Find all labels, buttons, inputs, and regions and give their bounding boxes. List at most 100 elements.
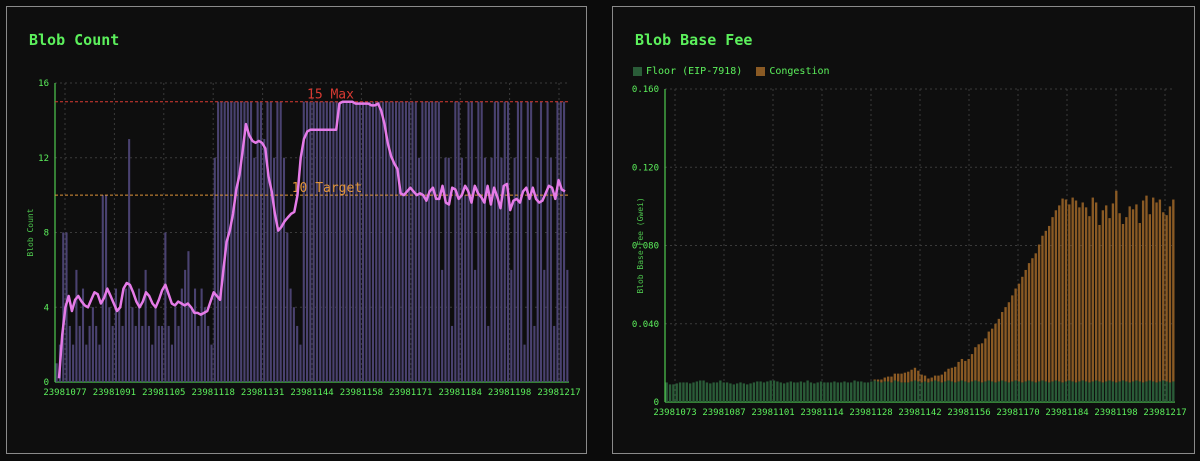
fee-floor-bar xyxy=(776,381,779,402)
fee-congestion-bar xyxy=(1162,212,1165,381)
fee-floor-bar xyxy=(1081,380,1084,402)
blob-count-bar xyxy=(381,101,384,382)
fee-floor-bar xyxy=(937,381,940,402)
fee-floor-bar xyxy=(856,381,860,402)
fee-congestion-bar xyxy=(900,373,903,383)
fee-floor-bar xyxy=(715,382,719,402)
fee-floor-bar xyxy=(786,382,789,402)
fee-floor-bar xyxy=(1034,382,1037,402)
fee-floor-bar xyxy=(1001,380,1004,402)
blob-count-bar xyxy=(437,101,440,382)
fee-floor-bar xyxy=(766,381,769,402)
fee-floor-bar xyxy=(796,382,799,402)
blob-count-bar xyxy=(549,157,552,382)
fee-floor-bar xyxy=(1125,381,1128,402)
count-y-tick-label: 0 xyxy=(44,378,49,388)
fee-floor-bar xyxy=(943,381,947,402)
fee-floor-bar xyxy=(990,381,994,402)
target-reference-label: 10 Target xyxy=(292,181,362,196)
fee-floor-bar xyxy=(870,381,873,402)
blob-count-bar xyxy=(134,325,137,382)
blob-count-bar xyxy=(55,363,58,382)
legend-swatch-floor xyxy=(633,67,642,76)
fee-floor-bar xyxy=(722,382,725,402)
fee-floor-bar xyxy=(920,382,923,402)
fee-floor-bar xyxy=(903,382,907,402)
blob-count-bar xyxy=(210,344,213,382)
fee-floor-bar xyxy=(873,380,876,402)
blob-count-bar xyxy=(233,101,236,382)
fee-congestion-bar xyxy=(1155,202,1158,383)
fee-congestion-bar xyxy=(970,354,974,382)
fee-congestion-bar xyxy=(1091,197,1094,382)
blob-count-bar xyxy=(236,101,239,382)
fee-congestion-bar xyxy=(886,376,890,382)
blob-count-bar xyxy=(503,101,506,382)
fee-floor-bar xyxy=(947,380,950,402)
blob-count-bar xyxy=(256,101,259,382)
blob-count-bar xyxy=(401,101,404,382)
blob-count-bar xyxy=(477,101,480,382)
legend-label-congestion: Congestion xyxy=(769,66,830,77)
fee-floor-bar xyxy=(850,382,853,402)
fee-congestion-bar xyxy=(930,377,933,382)
blob-count-bar xyxy=(177,325,180,382)
fee-x-tick-label: 23981073 xyxy=(653,408,696,418)
fee-floor-bar xyxy=(1084,381,1088,402)
fee-floor-bar xyxy=(897,381,900,402)
blob-count-bar xyxy=(404,101,407,382)
fee-congestion-bar xyxy=(890,376,893,383)
fee-congestion-bar xyxy=(1054,210,1058,381)
blob-count-bar xyxy=(319,101,322,382)
blob-count-bar xyxy=(164,232,167,382)
blob-count-bar xyxy=(516,101,519,382)
blob-count-bar xyxy=(95,325,98,382)
fee-y-axis-label: Blob Base Fee (Gwei) xyxy=(636,197,645,293)
fee-floor-bar xyxy=(1158,381,1162,402)
fee-congestion-bar xyxy=(1037,244,1041,382)
fee-floor-bar xyxy=(1011,381,1014,402)
blob-count-bar xyxy=(289,288,292,382)
fee-floor-bar xyxy=(1141,382,1145,402)
blob-count-bar xyxy=(454,101,457,382)
blob-count-bar xyxy=(121,325,124,382)
fee-floor-bar xyxy=(782,383,786,402)
fee-floor-bar xyxy=(1162,380,1165,402)
blob-count-bar xyxy=(368,101,371,382)
fee-floor-bar xyxy=(1054,380,1058,402)
fee-congestion-bar xyxy=(1031,258,1034,382)
legend-item-floor: Floor (EIP-7918) xyxy=(633,66,742,77)
fee-congestion-bar xyxy=(1141,200,1145,383)
fee-x-tick-label: 23981142 xyxy=(898,408,941,418)
fee-congestion-bar xyxy=(883,377,886,382)
fee-congestion-bar xyxy=(1172,199,1175,382)
blob-count-bar xyxy=(411,101,414,382)
fee-floor-bar xyxy=(1037,381,1041,402)
fee-congestion-bar xyxy=(1101,210,1105,383)
fee-floor-bar xyxy=(809,382,813,402)
fee-congestion-bar xyxy=(1111,203,1115,382)
blob-count-bar xyxy=(147,325,150,382)
blob-count-bar xyxy=(246,101,249,382)
blob-count-bar xyxy=(111,325,114,382)
fee-congestion-bar xyxy=(1004,307,1007,382)
fee-congestion-bar xyxy=(1108,218,1111,381)
blob-count-bar xyxy=(184,269,187,382)
blob-count-bar xyxy=(345,101,348,382)
fee-floor-bar xyxy=(819,381,823,402)
fee-congestion-bar xyxy=(937,375,940,382)
blob-count-bar xyxy=(391,101,394,382)
fee-y-tick-label: 0 xyxy=(654,398,659,408)
fee-congestion-bar xyxy=(1027,263,1031,381)
fee-floor-bar xyxy=(1098,381,1101,402)
blob-count-bar xyxy=(286,232,289,382)
blob-count-bar xyxy=(506,101,510,382)
blob-count-bar xyxy=(526,101,529,382)
fee-congestion-bar xyxy=(1094,202,1098,381)
fee-floor-bar xyxy=(739,382,742,402)
fee-congestion-bar xyxy=(1121,223,1125,381)
fee-floor-bar xyxy=(977,381,980,402)
fee-congestion-bar xyxy=(873,379,876,381)
fee-congestion-bar xyxy=(1001,312,1004,381)
fee-floor-bar xyxy=(735,383,739,402)
